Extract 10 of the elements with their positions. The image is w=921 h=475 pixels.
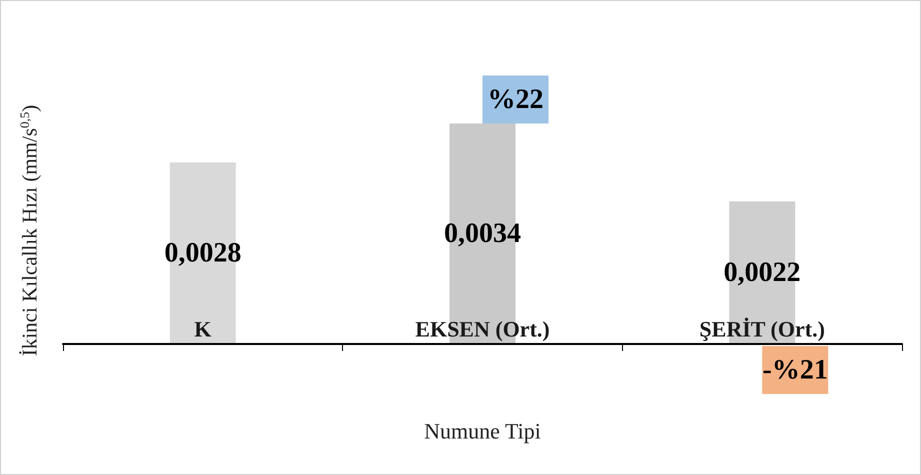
data-label: 0,0034 bbox=[444, 218, 521, 250]
y-axis-title: İkinci Kılcallık Hızı (mm/s0,5) bbox=[17, 104, 42, 356]
x-tick-label: K bbox=[194, 316, 212, 342]
x-tick-label: EKSEN (Ort.) bbox=[415, 316, 550, 342]
x-axis-title: Numune Tipi bbox=[424, 418, 541, 444]
x-tick-label: ŞERİT (Ort.) bbox=[699, 316, 825, 342]
data-label: 0,0028 bbox=[164, 238, 242, 269]
data-label: 0,0022 bbox=[724, 257, 801, 288]
annotation: -%21 bbox=[762, 354, 828, 386]
annotation: %22 bbox=[488, 84, 544, 115]
